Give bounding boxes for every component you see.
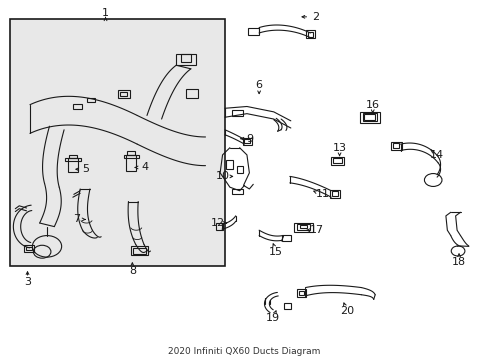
Bar <box>73 104 81 109</box>
Bar <box>300 225 306 228</box>
Bar <box>68 158 78 172</box>
Text: 4: 4 <box>141 162 148 172</box>
Bar <box>244 139 250 143</box>
Bar <box>299 291 304 295</box>
Bar <box>124 155 139 158</box>
Text: 12: 12 <box>210 218 224 228</box>
Text: 16: 16 <box>365 100 379 110</box>
Bar <box>390 142 401 150</box>
Bar <box>308 32 313 37</box>
Text: 8: 8 <box>128 266 136 276</box>
Bar <box>118 90 130 98</box>
Text: 13: 13 <box>332 143 346 153</box>
Text: 1: 1 <box>102 8 109 18</box>
Bar <box>330 157 344 165</box>
Text: 2020 Infiniti QX60 Ducts Diagram: 2020 Infiniti QX60 Ducts Diagram <box>168 347 320 356</box>
Text: 11: 11 <box>315 189 329 199</box>
Bar <box>364 114 374 120</box>
Bar <box>232 111 243 116</box>
Bar <box>133 248 145 253</box>
Bar <box>306 31 315 39</box>
Bar <box>25 247 32 250</box>
Bar <box>297 289 305 297</box>
Bar <box>120 92 127 96</box>
Bar <box>362 113 376 121</box>
Bar <box>10 19 224 266</box>
Bar <box>65 158 81 161</box>
Text: 20: 20 <box>339 306 353 316</box>
Bar <box>330 190 339 198</box>
Bar <box>247 28 258 35</box>
Text: 6: 6 <box>255 80 262 90</box>
Bar <box>331 192 337 197</box>
Text: 7: 7 <box>73 215 80 224</box>
Bar <box>127 151 135 155</box>
Bar <box>24 245 34 252</box>
Text: 17: 17 <box>309 225 323 235</box>
Bar <box>359 112 379 123</box>
Bar <box>176 54 195 65</box>
Bar <box>131 246 148 255</box>
Bar <box>232 189 243 194</box>
Text: 19: 19 <box>265 313 279 323</box>
Text: 2: 2 <box>311 12 318 22</box>
Bar <box>181 54 190 62</box>
Bar <box>281 235 291 241</box>
Text: 14: 14 <box>429 150 443 160</box>
Bar <box>216 224 223 230</box>
Bar <box>332 158 341 163</box>
Bar <box>185 89 198 98</box>
Bar <box>225 160 233 169</box>
Bar <box>392 143 398 148</box>
Bar <box>126 155 136 171</box>
Text: 3: 3 <box>24 277 31 287</box>
Bar <box>243 138 251 145</box>
Bar <box>69 155 77 158</box>
Text: 10: 10 <box>215 171 229 181</box>
Bar <box>283 303 290 309</box>
Bar <box>237 166 243 173</box>
Text: 5: 5 <box>82 164 89 174</box>
Text: 18: 18 <box>451 257 465 267</box>
Bar <box>87 98 95 102</box>
Bar <box>297 225 309 230</box>
Text: 9: 9 <box>245 134 252 144</box>
Bar <box>294 223 312 232</box>
Text: 15: 15 <box>269 247 283 257</box>
